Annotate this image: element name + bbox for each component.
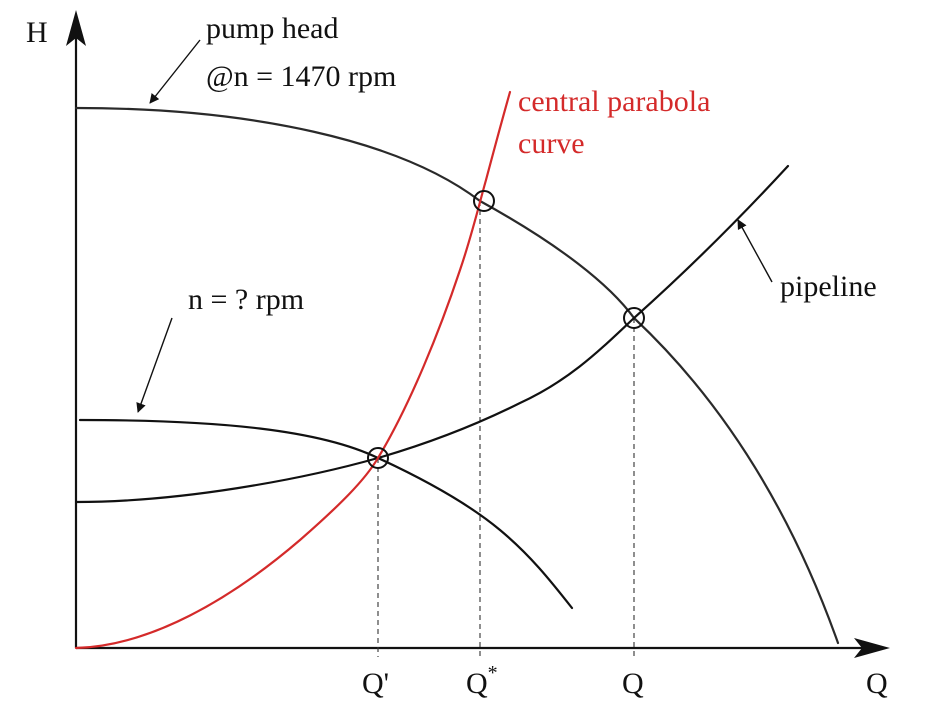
q-prime-label: Q' xyxy=(362,667,389,700)
pump-head-curve-unknown-rpm xyxy=(78,418,574,610)
central-parabola-label-line1: central parabola xyxy=(518,85,710,118)
pump-head-leader-arrow xyxy=(149,39,201,104)
pipeline-curve xyxy=(74,164,790,504)
q-label: Q xyxy=(622,667,644,700)
pump-head-label-line2: @n = 1470 rpm xyxy=(206,60,396,93)
operating-point-q-marker xyxy=(623,307,645,329)
pump-head-label-line1: pump head xyxy=(206,12,338,45)
operating-point-q-prime-marker xyxy=(367,447,389,469)
central-parabola-label-line2: curve xyxy=(518,127,585,160)
unknown-speed-label: n = ? rpm xyxy=(188,283,304,316)
axes: H Q xyxy=(26,10,890,700)
q-axis-arrowhead xyxy=(854,638,890,658)
q-star-superscript: * xyxy=(488,662,498,684)
flow-rate-labels: Q' Q* Q xyxy=(362,662,644,700)
unknown-speed-leader-arrow xyxy=(136,317,173,413)
pump-head-curve-1470rpm xyxy=(74,106,840,645)
curves xyxy=(74,90,840,650)
pipeline-label: pipeline xyxy=(780,270,877,303)
h-axis-arrowhead xyxy=(66,10,86,46)
leader-arrows xyxy=(136,39,773,413)
h-axis-label: H xyxy=(26,16,48,49)
projection-lines xyxy=(377,201,635,657)
q-star-base: Q xyxy=(466,667,488,700)
pipeline-leader-arrow xyxy=(737,219,773,283)
q-star-label: Q* xyxy=(466,662,498,700)
central-parabola-curve xyxy=(74,90,512,650)
intersection-markers xyxy=(367,190,645,469)
curve-labels: pump head @n = 1470 rpm central parabola… xyxy=(188,12,877,316)
q-axis-label: Q xyxy=(866,667,888,700)
operating-point-q-star-marker xyxy=(473,190,495,212)
